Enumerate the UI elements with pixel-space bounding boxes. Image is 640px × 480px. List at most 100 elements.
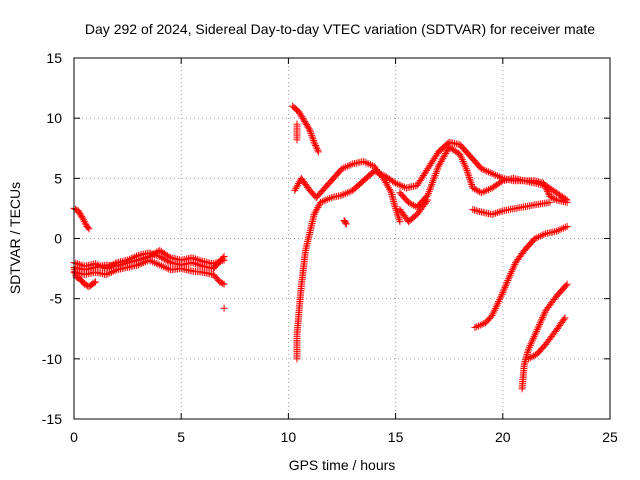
- data-point: [540, 310, 548, 318]
- series-arc-a-upper: [70, 204, 93, 233]
- data-point: [483, 186, 491, 194]
- data-point: [493, 301, 501, 309]
- data-point: [340, 164, 348, 172]
- data-point: [563, 222, 571, 230]
- data-point: [529, 336, 537, 344]
- data-point: [312, 143, 320, 151]
- data-point: [535, 233, 543, 241]
- data-point: [122, 259, 130, 267]
- data-point: [536, 320, 544, 328]
- data-point: [542, 184, 550, 192]
- data-point: [464, 170, 472, 178]
- data-point: [159, 263, 167, 271]
- data-point: [476, 321, 484, 329]
- series-arc-g: [518, 280, 571, 393]
- data-point: [479, 188, 487, 196]
- data-point: [438, 156, 446, 164]
- data-point: [530, 333, 538, 341]
- data-point: [338, 165, 346, 173]
- data-point: [308, 131, 316, 139]
- data-point: [424, 189, 432, 197]
- data-point: [458, 154, 466, 162]
- data-point: [428, 180, 436, 188]
- data-point: [491, 306, 499, 314]
- data-point: [359, 157, 367, 165]
- data-point: [84, 224, 92, 232]
- data-point: [492, 209, 500, 217]
- data-point: [510, 262, 518, 270]
- y-tick-label: 15: [46, 50, 62, 66]
- data-point: [193, 256, 201, 264]
- data-point: [546, 198, 554, 206]
- data-point: [118, 260, 126, 268]
- data-point: [345, 161, 353, 169]
- data-point: [317, 198, 325, 206]
- data-point: [536, 319, 544, 327]
- data-point: [490, 170, 498, 178]
- data-point: [138, 255, 146, 263]
- y-tick-label: -15: [42, 411, 62, 427]
- series-arc-d-isolated: [340, 216, 350, 228]
- data-point: [216, 278, 224, 286]
- data-point: [152, 259, 160, 267]
- data-point: [456, 150, 464, 158]
- data-point: [342, 163, 350, 171]
- data-point: [426, 184, 434, 192]
- data-point: [301, 117, 309, 125]
- data-point: [435, 161, 443, 169]
- data-point: [473, 323, 481, 331]
- data-point: [150, 250, 158, 258]
- data-point: [563, 280, 571, 288]
- data-point: [108, 268, 116, 276]
- data-point: [540, 181, 548, 189]
- data-point: [134, 256, 142, 264]
- data-point: [538, 231, 546, 239]
- data-point: [561, 223, 569, 231]
- data-point: [532, 329, 540, 337]
- data-point: [496, 296, 504, 304]
- data-point: [318, 198, 326, 206]
- data-point: [343, 162, 351, 170]
- series-arc-h: [525, 314, 569, 363]
- data-point: [459, 157, 467, 165]
- data-point: [544, 187, 552, 195]
- data-point: [432, 170, 440, 178]
- data-point: [428, 179, 436, 187]
- y-axis-label: SDTVAR / TECUs: [7, 182, 23, 294]
- data-point: [489, 310, 497, 318]
- data-point: [213, 259, 221, 267]
- data-point: [497, 207, 505, 215]
- series-arc-c-top: [289, 102, 322, 156]
- data-point: [497, 292, 505, 300]
- data-point: [150, 259, 158, 267]
- data-point: [81, 219, 89, 227]
- data-point: [78, 213, 86, 221]
- data-point: [477, 165, 485, 173]
- data-point: [320, 197, 328, 205]
- data-point: [423, 198, 431, 206]
- data-point: [549, 194, 557, 202]
- data-point: [365, 160, 373, 168]
- data-point: [560, 315, 568, 323]
- data-point: [102, 271, 110, 279]
- series-isolated-1: [220, 304, 228, 312]
- series-arc-e-low: [396, 196, 432, 226]
- data-point: [116, 261, 124, 269]
- data-point: [441, 151, 449, 159]
- data-point: [219, 279, 227, 287]
- data-point: [528, 338, 536, 346]
- data-point: [431, 171, 439, 179]
- data-point: [306, 126, 314, 134]
- data-point: [440, 153, 448, 161]
- data-point: [481, 187, 489, 195]
- x-tick-label: 25: [602, 429, 618, 445]
- data-point: [425, 188, 433, 196]
- data-point: [217, 279, 225, 287]
- data-point: [490, 308, 498, 316]
- data-point: [499, 289, 507, 297]
- data-point: [106, 269, 114, 277]
- data-point: [342, 220, 350, 228]
- data-point: [79, 214, 87, 222]
- data-point: [157, 253, 165, 261]
- chart-title: Day 292 of 2024, Sidereal Day-to-day VTE…: [85, 21, 595, 37]
